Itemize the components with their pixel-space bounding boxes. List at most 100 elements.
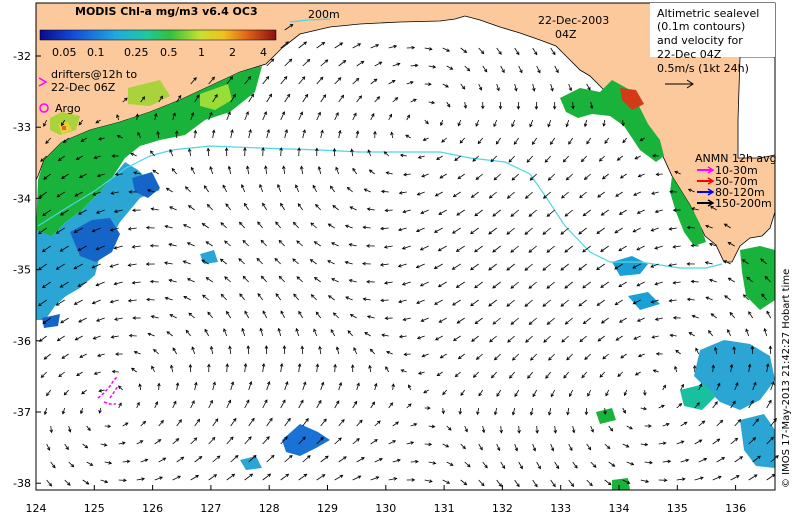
velocity-arrow: [410, 423, 417, 427]
velocity-arrow-head: [492, 321, 497, 325]
velocity-arrow-head: [349, 314, 354, 318]
velocity-arrow-head: [516, 483, 520, 488]
velocity-arrow: [770, 455, 779, 463]
drifter-legend-line1: drifters@12h to: [51, 68, 137, 81]
velocity-arrow-head: [463, 49, 468, 54]
velocity-arrow-head: [61, 122, 65, 127]
velocity-arrow-head: [244, 310, 248, 315]
velocity-arrow-head: [532, 447, 536, 452]
velocity-arrow-head: [546, 321, 551, 325]
velocity-arrow-head: [388, 113, 392, 118]
velocity-arrow-head: [398, 191, 403, 195]
velocity-arrow: [170, 365, 174, 373]
velocity-arrow-head: [137, 131, 141, 136]
velocity-arrow: [239, 221, 245, 229]
velocity-arrow-head: [162, 457, 167, 461]
velocity-arrow-head: [514, 393, 518, 398]
velocity-arrow: [527, 371, 534, 379]
velocity-arrow-head: [246, 399, 250, 404]
velocity-arrow-head: [667, 459, 672, 464]
velocity-arrow-head: [696, 402, 700, 406]
velocity-arrow-head: [560, 303, 565, 307]
velocity-arrow: [224, 276, 231, 283]
velocity-arrow-head: [616, 157, 621, 161]
velocity-arrow: [510, 245, 519, 253]
velocity-arrow: [458, 119, 462, 126]
velocity-arrow-head: [420, 318, 425, 322]
velocity-arrow: [110, 299, 119, 303]
velocity-arrow-head: [578, 267, 582, 271]
velocity-arrow-head: [746, 276, 750, 281]
velocity-arrow-head: [614, 229, 619, 234]
velocity-arrow-head: [698, 439, 703, 443]
velocity-arrow-head: [568, 87, 572, 92]
velocity-arrow-head: [153, 348, 157, 353]
velocity-arrow-head: [433, 229, 438, 233]
velocity-arrow: [624, 389, 628, 396]
velocity-arrow-head: [246, 165, 250, 170]
velocity-arrow-head: [742, 294, 747, 298]
velocity-arrow-head: [655, 172, 660, 177]
velocity-arrow: [710, 205, 717, 211]
velocity-arrow-head: [467, 463, 471, 468]
velocity-arrow-head: [252, 454, 257, 459]
velocity-arrow-head: [211, 436, 216, 441]
velocity-arrow: [338, 60, 346, 67]
velocity-arrow: [100, 479, 108, 483]
velocity-arrow: [56, 191, 65, 198]
velocity-arrow: [514, 83, 517, 91]
velocity-arrow: [61, 173, 69, 179]
velocity-arrow-head: [454, 157, 458, 162]
velocity-arrow: [241, 184, 246, 193]
velocity-arrow: [532, 443, 536, 451]
velocity-arrow-head: [617, 373, 622, 377]
velocity-arrow: [42, 317, 51, 324]
velocity-arrow-head: [493, 176, 498, 181]
velocity-arrow: [320, 455, 329, 463]
y-tick-label: -35: [13, 264, 31, 277]
velocity-arrow: [617, 155, 623, 161]
velocity-arrow: [315, 311, 322, 319]
velocity-arrow-head: [490, 158, 495, 163]
velocity-arrow-head: [49, 429, 53, 434]
velocity-arrow-head: [368, 364, 372, 369]
velocity-arrow-head: [463, 481, 468, 486]
velocity-arrow: [262, 363, 265, 373]
velocity-arrow-head: [150, 315, 155, 319]
velocity-arrow-head: [672, 244, 677, 249]
velocity-arrow-head: [532, 87, 536, 92]
altimetry-legend-box: [650, 3, 775, 57]
velocity-arrow-head: [596, 302, 601, 306]
velocity-arrow: [96, 281, 105, 286]
velocity-arrow: [410, 99, 417, 103]
velocity-arrow: [332, 205, 339, 211]
velocity-arrow: [698, 383, 702, 391]
velocity-arrow: [518, 425, 520, 433]
velocity-arrow-head: [78, 319, 82, 323]
velocity-arrow: [560, 227, 569, 235]
velocity-arrow-head: [338, 437, 342, 441]
x-axis-ticks: 124 125 126 127 128 129 130 131 132 133 134 135 136: [26, 485, 746, 515]
velocity-arrow: [622, 407, 626, 414]
velocity-arrow: [464, 425, 468, 432]
velocity-arrow: [688, 332, 695, 337]
velocity-arrow-head: [652, 154, 656, 158]
velocity-arrow-head: [131, 244, 136, 249]
velocity-arrow-head: [186, 242, 191, 246]
velocity-arrow: [239, 293, 246, 301]
velocity-arrow-head: [542, 267, 547, 271]
velocity-arrow-head: [287, 417, 291, 422]
velocity-arrow-head: [293, 293, 297, 298]
velocity-arrow: [347, 330, 353, 337]
velocity-arrow: [334, 112, 339, 121]
velocity-arrow-head: [159, 95, 164, 100]
velocity-arrow: [261, 275, 267, 283]
velocity-arrow: [158, 95, 163, 103]
velocity-arrow: [428, 101, 435, 104]
velocity-arrow-head: [568, 141, 572, 145]
velocity-arrow-head: [68, 428, 72, 433]
velocity-arrow: [385, 209, 393, 211]
velocity-arrow: [244, 473, 253, 481]
x-tick-label: 136: [725, 502, 746, 515]
velocity-arrow: [165, 297, 173, 301]
